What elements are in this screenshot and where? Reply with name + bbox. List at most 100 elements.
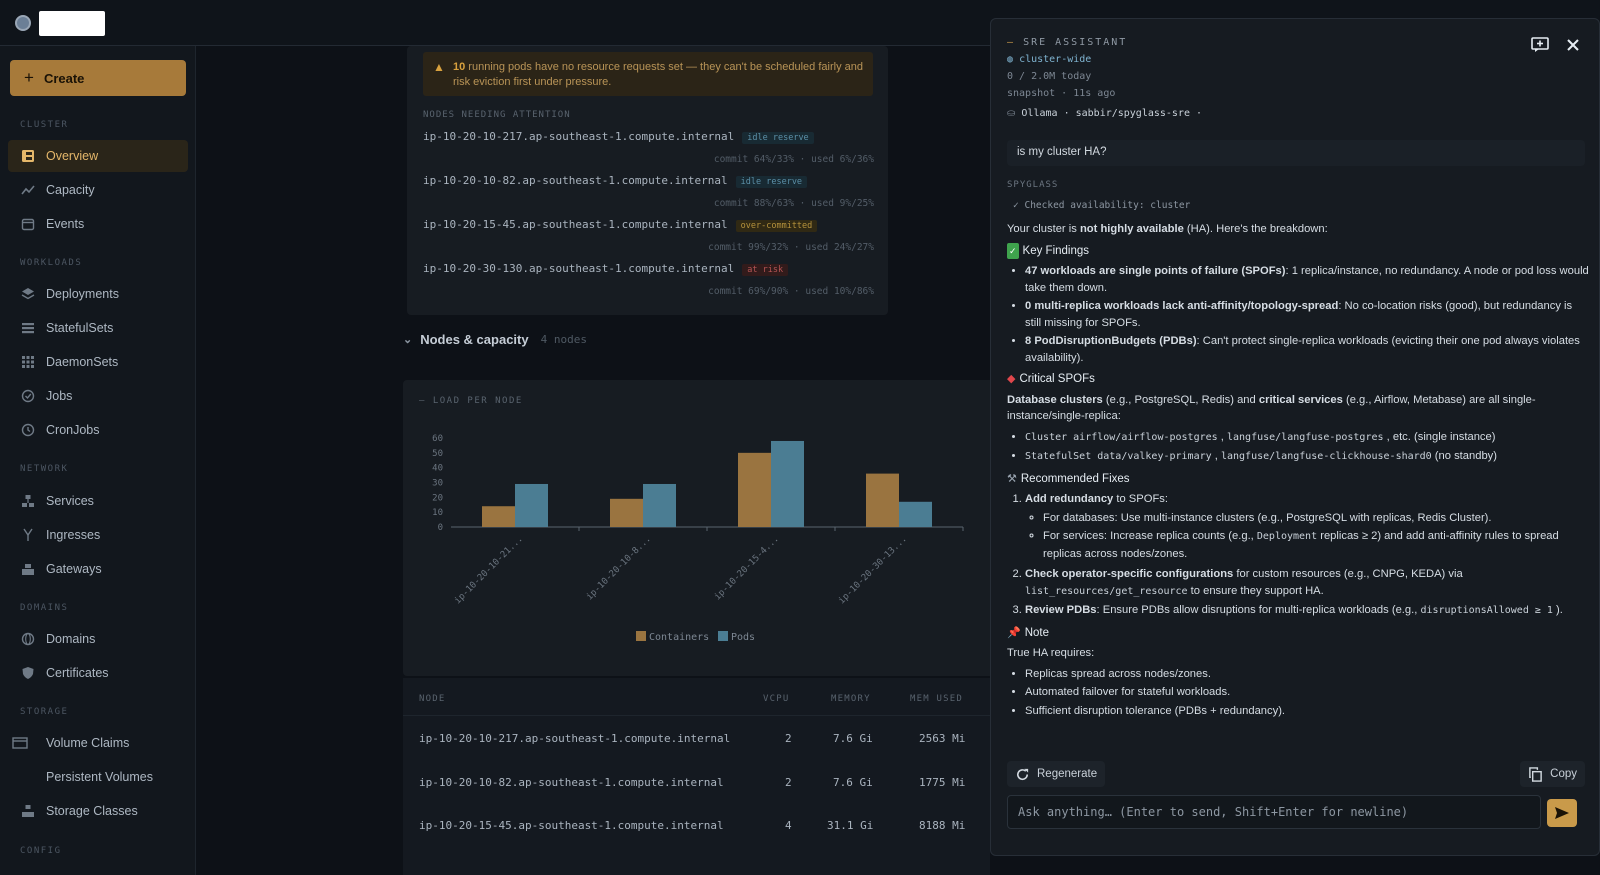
heading-text: Key Findings: [1022, 244, 1090, 257]
section-config: CONFIG: [20, 846, 62, 856]
check-box-icon: ✓: [1007, 242, 1019, 259]
attention-node[interactable]: ip-10-20-10-82.ap-southeast-1.compute.in…: [423, 174, 808, 188]
warning-count: 10: [453, 61, 466, 73]
intro-post: (HA). Here's the breakdown:: [1183, 223, 1328, 235]
regenerate-label: Regenerate: [1037, 768, 1098, 780]
sidebar-item-certificates[interactable]: Certificates: [8, 657, 188, 689]
cell-node[interactable]: ip-10-20-10-82.ap-southeast-1.compute.in…: [419, 776, 724, 789]
legend-label: Pods: [731, 632, 755, 643]
check-circle-icon: [21, 389, 35, 403]
list-item: Cluster airflow/airflow-postgres , langf…: [1025, 429, 1589, 447]
chat-input[interactable]: Ask anything… (Enter to send, Shift+Ente…: [1007, 795, 1541, 829]
globe-icon: [21, 632, 35, 646]
bar-containers: [610, 498, 643, 527]
app-logo-icon[interactable]: [15, 15, 31, 31]
x-tick-label: ip-10-20-10-21...: [453, 534, 525, 606]
clock-icon: [21, 423, 35, 437]
warning-icon: ▲: [433, 60, 445, 74]
sidebar-item-label: CronJobs: [46, 423, 100, 437]
sidebar-item-overview[interactable]: Overview: [8, 140, 188, 172]
node-tag: idle reserve: [742, 132, 814, 144]
new-chat-icon[interactable]: [1531, 37, 1549, 53]
list-item: Check operator-specific configurations f…: [1025, 566, 1589, 600]
sidebar-item-volume-claims[interactable]: Volume Claims: [8, 727, 188, 759]
grid-icon: [22, 356, 34, 368]
item-bold: Database clusters: [1007, 393, 1103, 406]
attention-node[interactable]: ip-10-20-10-217.ap-southeast-1.compute.i…: [423, 130, 814, 144]
divider: [403, 715, 990, 716]
cell-node[interactable]: ip-10-20-10-217.ap-southeast-1.compute.i…: [419, 732, 731, 745]
section-cluster: CLUSTER: [20, 120, 69, 130]
sidebar-item-label: Ingresses: [46, 528, 101, 542]
create-button[interactable]: + Create: [10, 60, 186, 96]
robot-icon: ⛀: [1007, 108, 1016, 119]
legend-swatch: [636, 631, 646, 641]
response-actions: Regenerate Copy: [1007, 761, 1585, 787]
inline-code: StatefulSet data/valkey-primary: [1025, 451, 1212, 462]
snapshot-age: snapshot · 11s ago: [1007, 88, 1116, 99]
cell-node[interactable]: ip-10-20-15-45.ap-southeast-1.compute.in…: [419, 819, 724, 832]
node-stats: commit 88%/63% · used 9%/25%: [713, 198, 874, 209]
assistant-title-text: SRE ASSISTANT: [1023, 37, 1128, 48]
sidebar-item-domains[interactable]: Domains: [8, 623, 188, 655]
sidebar-item-label: Events: [46, 217, 85, 231]
node-stats: commit 99%/32% · used 24%/27%: [708, 242, 874, 253]
send-icon: [1555, 807, 1569, 819]
bar-containers: [866, 473, 899, 527]
list-item: Replicas spread across nodes/zones.: [1025, 666, 1589, 683]
sidebar-item-label: DaemonSets: [46, 355, 119, 369]
attention-node[interactable]: ip-10-20-15-45.ap-southeast-1.compute.in…: [423, 218, 818, 232]
scope-selector[interactable]: ◍ cluster-wide: [1007, 51, 1202, 68]
close-icon[interactable]: [1565, 37, 1581, 53]
model-selector[interactable]: ⛀ Ollama · sabbir/spyglass-sre ·: [1007, 105, 1202, 122]
col-mem-used[interactable]: MEM USED: [910, 694, 963, 704]
item-bold: critical services: [1258, 393, 1343, 406]
sidebar-item-storage-classes[interactable]: Storage Classes: [8, 795, 188, 827]
list-item: 0 multi-replica workloads lack anti-affi…: [1025, 298, 1589, 331]
separator: ,: [1211, 450, 1221, 462]
sidebar-item-label: Jobs: [46, 389, 73, 403]
sidebar-item-capacity[interactable]: Capacity: [8, 174, 188, 206]
col-node[interactable]: NODE: [419, 694, 446, 704]
sidebar-item-gateways[interactable]: Gateways: [8, 553, 188, 585]
token-usage: 0 / 2.0M today: [1007, 71, 1092, 82]
sidebar-item-persistent-volumes[interactable]: Persistent Volumes: [8, 761, 188, 793]
col-vcpu[interactable]: VCPU: [763, 694, 790, 704]
attention-node[interactable]: ip-10-20-30-130.ap-southeast-1.compute.i…: [423, 262, 789, 276]
item-text: , etc. (single instance): [1383, 430, 1496, 443]
item-text: : Ensure PDBs allow disruptions for mult…: [1096, 604, 1421, 616]
list-item: Add redundancy to SPOFs: For databases: …: [1025, 491, 1589, 562]
item-text: (no standby): [1431, 450, 1497, 462]
nodes-section-header[interactable]: ⌄ Nodes & capacity 4 nodes: [403, 332, 587, 347]
copy-button[interactable]: Copy: [1520, 761, 1585, 787]
critical-list: Cluster airflow/airflow-postgres , langf…: [1025, 429, 1589, 466]
sidebar-item-statefulsets[interactable]: StatefulSets: [8, 312, 188, 344]
assistant-response: Your cluster is not highly available (HA…: [1007, 221, 1589, 723]
critical-intro: Database clusters (e.g., PostgreSQL, Red…: [1007, 392, 1589, 425]
cluster-name-box[interactable]: [39, 11, 105, 36]
sidebar-item-services[interactable]: Services: [8, 485, 188, 517]
item-text: : No co-location risks (good), but redun…: [1025, 300, 1573, 329]
sidebar-item-ingresses[interactable]: Ingresses: [8, 519, 188, 551]
separator: ,: [1217, 430, 1227, 443]
node-stats: commit 64%/33% · used 6%/36%: [713, 154, 874, 165]
sidebar-item-jobs[interactable]: Jobs: [8, 380, 188, 412]
heading-text: Recommended Fixes: [1020, 472, 1130, 485]
main-content: ▲ 10 running pods have no resource reque…: [196, 46, 990, 875]
sidebar-item-daemonsets[interactable]: DaemonSets: [8, 346, 188, 378]
sidebar-item-deployments[interactable]: Deployments: [8, 278, 188, 310]
layers-icon: [21, 288, 35, 300]
y-tick-label: 30: [432, 479, 443, 489]
create-label: Create: [43, 70, 85, 86]
col-memory[interactable]: MEMORY: [831, 694, 871, 704]
sidebar-item-cronjobs[interactable]: CronJobs: [8, 414, 188, 446]
sidebar-item-events[interactable]: Events: [8, 208, 188, 240]
chart-title-text: LOAD PER NODE: [432, 396, 523, 406]
chart-title: — LOAD PER NODE: [419, 396, 523, 406]
regenerate-button[interactable]: Regenerate: [1007, 761, 1106, 787]
tool-call[interactable]: ✓ Checked availability: cluster: [1013, 200, 1190, 211]
sidebar-item-label: Capacity: [46, 183, 95, 197]
send-button[interactable]: [1547, 799, 1577, 827]
list-item: Review PDBs: Ensure PDBs allow disruptio…: [1025, 602, 1589, 620]
sidebar-item-label: Persistent Volumes: [46, 770, 153, 784]
